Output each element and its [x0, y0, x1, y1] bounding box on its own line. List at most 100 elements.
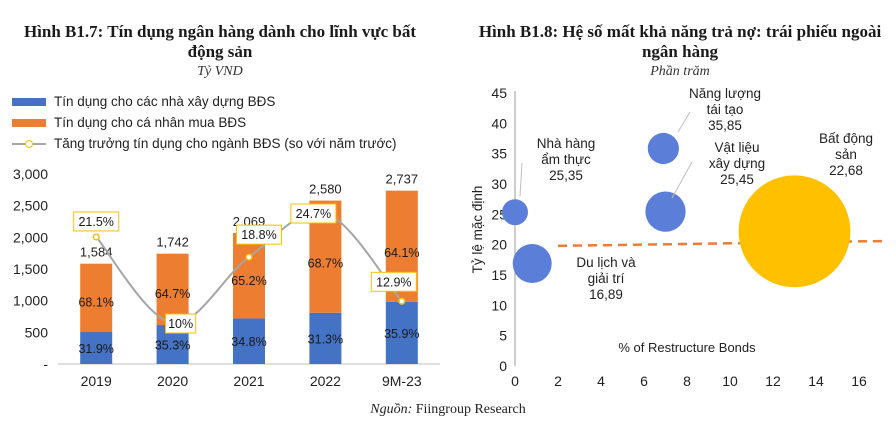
- legend-label: Tín dụng cho các nhà xây dựng BĐS: [54, 94, 276, 109]
- growth-label-box: [73, 211, 120, 232]
- y-tick-label: 40: [491, 115, 507, 131]
- bubble-name-label: Nhà hàng: [537, 136, 596, 151]
- y-tick-label: 15: [491, 267, 507, 283]
- y-tick-label: 30: [491, 176, 507, 192]
- y-axis-title: Tỷ lệ mặc định: [470, 186, 485, 274]
- share-label-developers: 34.8%: [231, 335, 266, 349]
- share-label-individuals: 65.2%: [231, 274, 266, 288]
- leader-line: [671, 161, 693, 199]
- y-tick-label: 10: [491, 297, 507, 313]
- growth-label-box: [370, 271, 417, 292]
- bubble-value-label: 16,89: [589, 287, 623, 302]
- legend-item-growth: Tăng trưởng tín dụng cho ngành BĐS (so v…: [12, 133, 397, 154]
- share-label-individuals: 64.7%: [155, 287, 190, 301]
- legend-item-individuals: Tín dụng cho cá nhân mua BĐS: [12, 112, 397, 133]
- bar-developers: [309, 312, 342, 364]
- source-note: Nguồn: Fiingroup Research: [0, 402, 896, 418]
- y-tick-label: 2,500: [13, 198, 48, 214]
- growth-marker: [245, 253, 253, 261]
- share-label-developers: 35.9%: [384, 327, 419, 341]
- left-chart-legend: Tín dụng cho các nhà xây dựng BĐS Tín dụ…: [12, 91, 397, 154]
- left-chart-title: Hình B1.7: Tín dụng ngân hàng dành cho l…: [23, 22, 417, 61]
- bubble-name-label: tái tạo: [707, 102, 744, 117]
- legend-label: Tín dụng cho cá nhân mua BĐS: [54, 115, 247, 130]
- y-tick-label: 1,000: [13, 293, 48, 309]
- x-tick-label: 14: [808, 373, 824, 389]
- bubble-name-label: ẩm thực: [541, 152, 591, 167]
- leader-line: [677, 111, 691, 133]
- x-tick-label: 2021: [233, 373, 264, 389]
- y-tick-label: 35: [491, 146, 507, 162]
- bubble-value-label: 22,68: [829, 163, 863, 178]
- growth-label: 21.5%: [78, 215, 113, 229]
- bar-individuals: [80, 263, 113, 333]
- y-tick-label: 2,000: [13, 229, 48, 245]
- bar-individuals: [156, 253, 189, 326]
- bar-developers: [233, 318, 265, 364]
- x-tick-label: 8: [683, 373, 691, 389]
- share-label-developers: 31.9%: [78, 342, 113, 356]
- legend-swatch-blue: [12, 97, 46, 106]
- y-tick-label: 500: [25, 324, 49, 340]
- growth-label: 12.9%: [376, 275, 411, 289]
- bubble-value-label: 25,45: [720, 172, 754, 187]
- growth-label: 10%: [168, 317, 193, 331]
- growth-label: 24.7%: [296, 207, 331, 221]
- y-tick-label: 0: [499, 358, 507, 374]
- growth-marker: [92, 233, 100, 241]
- legend-item-developers: Tín dụng cho các nhà xây dựng BĐS: [12, 91, 397, 112]
- x-tick-label: 2022: [310, 373, 341, 389]
- x-tick-label: 2: [554, 373, 562, 389]
- y-tick-label: -: [43, 356, 48, 372]
- x-tick-label: 6: [640, 373, 648, 389]
- growth-label-box: [165, 313, 197, 334]
- y-tick-label: 1,500: [13, 261, 48, 277]
- y-tick-label: 45: [491, 85, 507, 101]
- source-label: Nguồn:: [370, 402, 413, 417]
- left-chart-unit: Tỷ VND: [197, 64, 243, 79]
- growth-label: 18.8%: [241, 228, 276, 242]
- bar-total-label: 2,737: [386, 172, 419, 187]
- legend-swatch-line: [12, 139, 46, 148]
- legend-swatch-orange: [12, 118, 46, 127]
- bubble: [738, 175, 851, 288]
- bubble-name-label: Bất động: [819, 131, 873, 146]
- bubble-value-label: 25,35: [549, 168, 583, 183]
- bubble-name-label: Năng lượng: [689, 86, 761, 101]
- x-tick-label: 10: [722, 373, 738, 389]
- bar-individuals: [233, 232, 265, 319]
- right-chart-title: Hình B1.8: Hệ số mất khả năng trả nợ: tr…: [478, 22, 882, 61]
- x-tick-label: 2019: [81, 373, 112, 389]
- x-tick-label: 4: [597, 373, 605, 389]
- bar-total-label: 1,742: [156, 235, 189, 250]
- share-label-developers: 35.3%: [155, 339, 190, 353]
- source-text: Fiingroup Research: [415, 402, 526, 417]
- x-tick-label: 9M-23: [382, 373, 422, 389]
- y-tick-label: 5: [499, 328, 507, 344]
- growth-marker: [398, 297, 406, 305]
- right-chart-unit: Phần trăm: [650, 64, 710, 79]
- share-label-developers: 31.3%: [308, 332, 343, 346]
- bubble: [647, 132, 679, 165]
- leader-line: [519, 162, 523, 197]
- x-axis-title: % of Restructure Bonds: [618, 340, 756, 355]
- legend-label: Tăng trưởng tín dụng cho ngành BĐS (so v…: [54, 136, 397, 151]
- y-tick-label: 3,000: [13, 166, 48, 182]
- growth-label-box: [290, 203, 337, 224]
- growth-label-box: [236, 224, 282, 245]
- y-tick-label: 20: [491, 237, 507, 253]
- bar-developers: [385, 301, 418, 364]
- bubble: [512, 244, 552, 284]
- bar-developers: [80, 332, 113, 364]
- x-tick-label: 12: [765, 373, 781, 389]
- bubble: [645, 191, 686, 232]
- bubble-name-label: sản: [835, 147, 857, 162]
- share-label-individuals: 64.1%: [384, 246, 419, 260]
- bubble: [502, 199, 528, 226]
- x-tick-label: 16: [851, 373, 867, 389]
- share-label-individuals: 68.7%: [308, 256, 343, 270]
- bubble-name-label: Vật liệu: [714, 140, 759, 155]
- bubble-name-label: xây dựng: [709, 156, 765, 171]
- bar-total-label: 2,580: [309, 182, 342, 197]
